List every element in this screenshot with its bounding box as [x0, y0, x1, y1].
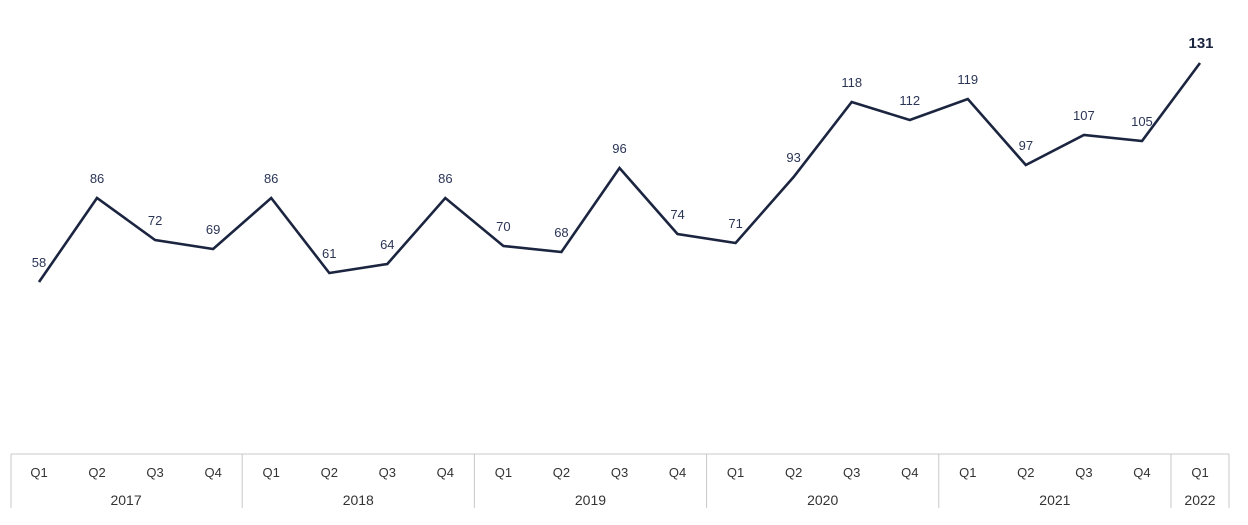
quarter-tick-label: Q2	[785, 465, 802, 480]
quarter-tick-label: Q1	[727, 465, 744, 480]
data-label: 86	[438, 171, 452, 186]
quarter-tick-label: Q3	[611, 465, 628, 480]
data-label: 119	[957, 72, 978, 87]
category-axis: Q1 Q2 Q3 Q4 Q1 Q2 Q3 Q4 Q1 Q2 Q3 Q4 Q1 Q2 Q3 Q4 Q1 Q2 Q3 Q4…	[10, 453, 1230, 508]
quarter-tick-label: Q4	[204, 465, 221, 480]
data-label: 68	[554, 225, 568, 240]
data-label: 86	[90, 171, 104, 186]
data-label: 72	[148, 213, 162, 228]
data-label: 61	[322, 246, 336, 261]
year-tick-label: 2021	[1039, 492, 1070, 508]
quarter-tick-label: Q1	[30, 465, 47, 480]
quarter-tick-label: Q3	[1075, 465, 1092, 480]
data-label: 96	[612, 141, 626, 156]
quarter-tick-label: Q1	[1191, 465, 1208, 480]
data-label: 86	[264, 171, 278, 186]
data-label: 97	[1019, 138, 1033, 153]
data-label: 105	[1131, 114, 1153, 129]
data-label: 71	[728, 216, 742, 231]
series-line	[37, 62, 1202, 283]
quarter-tick-label: Q4	[901, 465, 918, 480]
data-label: 112	[899, 93, 920, 108]
data-label: 118	[841, 75, 862, 90]
quarter-tick-label: Q4	[669, 465, 686, 480]
quarter-tick-label: Q1	[495, 465, 512, 480]
year-tick-label: 2022	[1184, 492, 1215, 508]
year-tick-label: 2017	[110, 492, 141, 508]
quarter-tick-label: Q2	[88, 465, 105, 480]
quarter-tick-label: Q2	[1017, 465, 1034, 480]
data-label: 69	[206, 222, 220, 237]
quarter-tick-label: Q4	[1133, 465, 1150, 480]
data-label: 64	[380, 237, 394, 252]
data-label: 74	[670, 207, 684, 222]
data-label: 58	[32, 255, 46, 270]
quarter-tick-label: Q3	[379, 465, 396, 480]
data-label: 131	[1188, 35, 1213, 52]
year-tick-label: 2019	[575, 492, 606, 508]
quarter-tick-label: Q4	[437, 465, 454, 480]
data-label: 107	[1073, 108, 1095, 123]
series-line-group	[37, 62, 1202, 283]
quarter-tick-label: Q1	[959, 465, 976, 480]
quarter-tick-label: Q1	[263, 465, 280, 480]
quarter-tick-label: Q3	[146, 465, 163, 480]
year-tick-label: 2018	[343, 492, 374, 508]
data-label: 93	[786, 150, 800, 165]
data-label-group: 58 86 72 69 86 61 64 86 70 68 96 74 71 93 118 112 119 97 1…	[32, 35, 1214, 270]
year-tick-label: 2020	[807, 492, 838, 508]
data-label: 70	[496, 219, 510, 234]
quarter-tick-label: Q2	[321, 465, 338, 480]
quarter-tick-label: Q3	[843, 465, 860, 480]
quarter-tick-label: Q2	[553, 465, 570, 480]
